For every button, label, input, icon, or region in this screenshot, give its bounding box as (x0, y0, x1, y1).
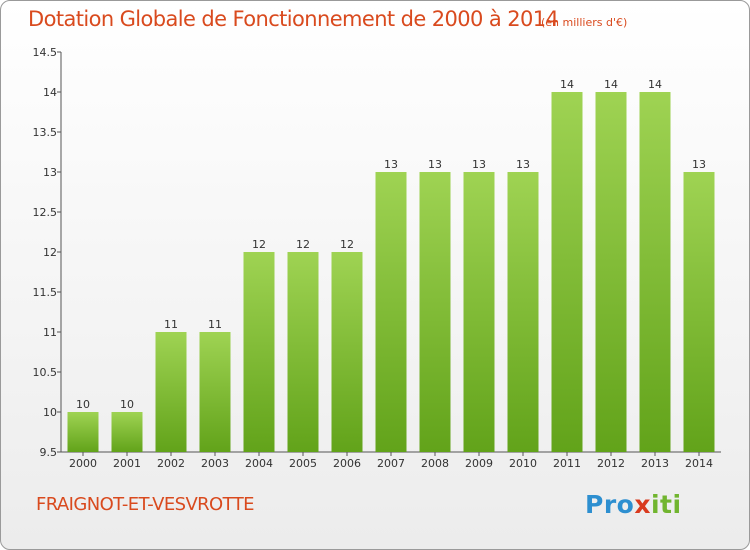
bar (243, 252, 275, 452)
x-tick-label: 2002 (157, 457, 185, 470)
y-tick-label: 14 (43, 86, 57, 99)
x-tick-label: 2000 (69, 457, 97, 470)
unit-note: (en milliers d'€) (541, 16, 628, 29)
bar (507, 172, 539, 452)
y-tick-label: 14.5 (33, 46, 58, 59)
x-tick-label: 2010 (509, 457, 537, 470)
x-tick-label: 2006 (333, 457, 361, 470)
bar-layer: 10 10 11 11 12 12 12 13 13 13 13 14 14 14 13 (67, 78, 715, 452)
x-tick-label: 2007 (377, 457, 405, 470)
bar (199, 332, 231, 452)
bar (155, 332, 187, 452)
bar-value-label: 12 (252, 238, 266, 251)
bar (67, 412, 99, 452)
bar-value-label: 11 (208, 318, 222, 331)
bar-value-label: 10 (76, 398, 90, 411)
logo-part-pro: Pro (585, 490, 635, 519)
x-tick-label: 2005 (289, 457, 317, 470)
x-tick-label: 2011 (553, 457, 581, 470)
bar (287, 252, 319, 452)
x-tick-label: 2012 (597, 457, 625, 470)
bar (551, 92, 583, 452)
bar-value-label: 11 (164, 318, 178, 331)
bar (683, 172, 715, 452)
bar-value-label: 13 (472, 158, 486, 171)
bar-value-label: 13 (428, 158, 442, 171)
bar-value-label: 10 (120, 398, 134, 411)
bar (463, 172, 495, 452)
x-tick-label: 2004 (245, 457, 273, 470)
bar-value-label: 14 (604, 78, 618, 91)
x-tick-label: 2014 (685, 457, 713, 470)
logo-part-x: x (634, 490, 651, 519)
x-tick-label: 2003 (201, 457, 229, 470)
y-tick-label: 11.5 (33, 286, 58, 299)
bar-value-label: 13 (384, 158, 398, 171)
bar-value-label: 12 (340, 238, 354, 251)
y-tick-label: 9.5 (40, 446, 58, 459)
y-tick-label: 11 (43, 326, 57, 339)
proxiti-logo: Proxiti (585, 490, 682, 519)
bar-value-label: 13 (692, 158, 706, 171)
bar-chart: 9.5 10 10.5 11 11.5 12 12.5 13 13.5 14 14.5 2000 200… (33, 46, 721, 470)
y-tick-label: 12.5 (33, 206, 58, 219)
bar-value-label: 14 (560, 78, 574, 91)
y-tick-label: 10.5 (33, 366, 58, 379)
bar-value-label: 12 (296, 238, 310, 251)
y-tick-label: 12 (43, 246, 57, 259)
bar (595, 92, 627, 452)
bar (111, 412, 143, 452)
y-tick-label: 13 (43, 166, 57, 179)
bar (331, 252, 363, 452)
y-tick-label: 13.5 (33, 126, 58, 139)
bar-value-label: 13 (516, 158, 530, 171)
logo-part-iti: iti (650, 490, 682, 519)
commune-name: FRAIGNOT-ET-VESVROTTE (36, 494, 254, 515)
x-tick-label: 2001 (113, 457, 141, 470)
chart-title: Dotation Globale de Fonctionnement de 20… (28, 7, 559, 31)
bar-value-label: 14 (648, 78, 662, 91)
bar (419, 172, 451, 452)
x-tick-label: 2013 (641, 457, 669, 470)
bar (639, 92, 671, 452)
y-tick-label: 10 (43, 406, 57, 419)
axis-layer: 9.5 10 10.5 11 11.5 12 12.5 13 13.5 14 14.5 2000 200… (33, 46, 721, 470)
bar (375, 172, 407, 452)
x-tick-label: 2009 (465, 457, 493, 470)
x-tick-label: 2008 (421, 457, 449, 470)
